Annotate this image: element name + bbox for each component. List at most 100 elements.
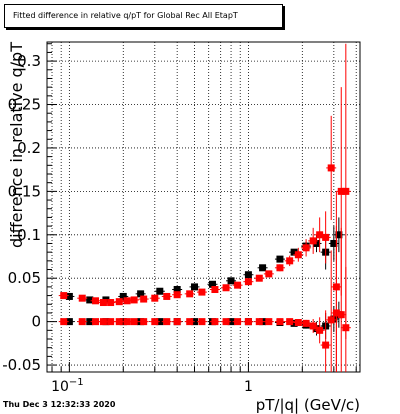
data-point xyxy=(244,278,252,286)
plot-title: Fitted difference in relative q/pT for G… xyxy=(13,11,238,20)
data-point xyxy=(227,277,235,285)
data-point xyxy=(123,318,131,326)
data-point xyxy=(255,318,263,326)
data-point xyxy=(137,290,145,298)
data-point xyxy=(107,318,115,326)
plot-frame xyxy=(46,41,361,373)
data-point xyxy=(65,292,73,300)
data-point xyxy=(234,318,242,326)
grid-lines xyxy=(47,42,360,372)
data-point xyxy=(140,295,148,303)
data-point xyxy=(99,299,107,307)
y-tick-label: 0.15 xyxy=(8,182,41,200)
data-point xyxy=(244,318,252,326)
data-point xyxy=(276,264,284,272)
y-tick-label: -0.05 xyxy=(2,356,41,374)
data-point xyxy=(130,318,138,326)
data-point xyxy=(335,231,343,239)
data-point xyxy=(294,319,302,326)
data-point xyxy=(198,318,206,326)
data-point xyxy=(286,257,294,265)
data-point xyxy=(227,318,235,326)
data-point xyxy=(130,296,138,304)
data-point xyxy=(222,318,230,326)
timestamp: Thu Dec 3 12:32:33 2020 xyxy=(3,400,116,409)
x-tick-label: 10−1 xyxy=(51,377,84,395)
data-point xyxy=(107,299,115,307)
data-point xyxy=(208,280,216,288)
data-point xyxy=(115,298,123,306)
x-axis-title: pT/|q| (GeV/c) xyxy=(256,396,360,414)
data-point xyxy=(322,341,330,349)
data-point xyxy=(65,318,73,326)
data-point xyxy=(327,164,335,172)
data-point xyxy=(342,324,350,332)
y-tick-label: 0.05 xyxy=(8,269,41,287)
data-point xyxy=(276,255,284,263)
data-point xyxy=(60,318,68,326)
data-point xyxy=(234,281,242,289)
plot-border xyxy=(46,41,361,373)
data-point xyxy=(156,287,164,295)
data-marks xyxy=(58,43,351,372)
data-point xyxy=(191,283,199,291)
data-point xyxy=(211,318,219,326)
data-point xyxy=(309,237,317,245)
data-point xyxy=(163,292,171,300)
data-point xyxy=(265,318,273,326)
data-point xyxy=(186,318,194,326)
data-point xyxy=(302,244,310,252)
y-axis-title: difference in relative q/pT xyxy=(7,42,26,248)
data-point xyxy=(115,318,123,326)
data-point xyxy=(244,271,252,279)
data-point xyxy=(330,239,338,247)
y-tick-label: 0 xyxy=(31,313,41,331)
data-point xyxy=(86,296,94,304)
data-point xyxy=(86,318,94,326)
data-point xyxy=(290,248,298,256)
axis-labels: -0.05 0 0.05 0.1 0.15 0.2 0.25 0.3 10−1 1pT/|q| (… xyxy=(2,42,360,414)
data-point xyxy=(255,274,263,282)
data-point xyxy=(316,326,324,334)
data-point xyxy=(173,286,181,293)
data-point xyxy=(78,318,86,326)
y-tick-label: 0.2 xyxy=(17,139,41,157)
axis-ticks xyxy=(47,43,357,372)
data-point xyxy=(173,318,181,326)
data-point xyxy=(151,318,159,326)
data-point xyxy=(276,318,284,326)
data-point xyxy=(337,311,345,319)
x-tick-label: 1 xyxy=(244,379,253,395)
data-point xyxy=(173,291,181,299)
data-point xyxy=(140,318,148,326)
data-point xyxy=(222,284,230,292)
data-point xyxy=(309,322,317,330)
data-point xyxy=(290,319,298,327)
data-point xyxy=(259,264,267,272)
data-point xyxy=(151,294,159,302)
data-point xyxy=(123,297,131,305)
data-point xyxy=(294,251,302,259)
data-point xyxy=(78,294,86,302)
data-point xyxy=(99,318,107,326)
data-point xyxy=(286,318,294,326)
data-point xyxy=(92,297,100,305)
y-tick-label: 0.3 xyxy=(17,52,41,70)
data-point xyxy=(265,270,273,278)
data-point xyxy=(332,309,340,317)
data-point xyxy=(92,318,100,326)
data-point xyxy=(156,318,164,326)
data-point xyxy=(60,292,68,300)
data-point xyxy=(316,231,324,239)
plot-title-box: Fitted difference in relative q/pT for G… xyxy=(4,4,283,28)
data-point xyxy=(302,319,310,327)
data-point xyxy=(198,288,206,296)
data-point xyxy=(186,290,194,298)
data-point xyxy=(119,292,127,300)
y-tick-label: 0.25 xyxy=(8,96,41,114)
data-point xyxy=(342,187,350,195)
data-point xyxy=(211,286,219,293)
data-point xyxy=(163,318,171,326)
data-point xyxy=(322,233,330,241)
